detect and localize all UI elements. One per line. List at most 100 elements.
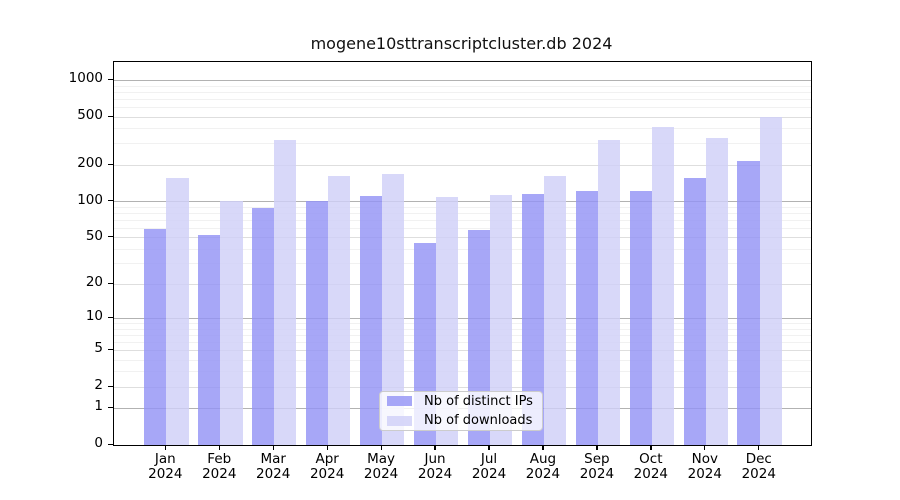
bar-distinct-ips: [359, 196, 383, 445]
x-tick-label: Apr 2024: [309, 451, 345, 482]
bar-downloads: [166, 178, 189, 445]
y-tick-mark: [107, 236, 113, 238]
y-tick-label: 200: [77, 155, 103, 172]
grid-line: [114, 349, 811, 351]
x-tick-mark: [218, 445, 220, 450]
y-tick-label: 20: [85, 274, 103, 291]
y-tick-mark: [107, 348, 113, 351]
grid-line: [114, 116, 811, 118]
downloads-swatch-icon: [387, 415, 412, 426]
x-tick-label: Oct 2024: [633, 451, 669, 482]
grid-line: [114, 227, 811, 229]
y-tick-label: 100: [77, 191, 103, 208]
x-tick-label: Nov 2024: [687, 451, 722, 482]
grid-line: [114, 263, 811, 265]
y-tick-mark: [107, 78, 113, 81]
bar-downloads: [382, 173, 405, 445]
x-tick-mark: [488, 445, 490, 450]
x-tick-label: Jul 2024: [471, 451, 507, 482]
grid-line: [114, 206, 811, 208]
x-tick-label: Jan 2024: [148, 451, 183, 482]
x-tick-label: May 2024: [363, 451, 399, 482]
bar-distinct-ips: [144, 229, 167, 445]
y-tick-mark: [107, 282, 113, 285]
grid-line: [114, 201, 811, 202]
x-tick-mark: [758, 445, 760, 450]
grid-line: [114, 237, 811, 239]
legend-entry-downloads: Nb of downloads: [380, 413, 542, 430]
bar-distinct-ips: [683, 178, 706, 445]
legend-label-downloads: Nb of downloads: [424, 413, 533, 429]
x-tick-mark: [434, 445, 436, 450]
bar-downloads: [490, 195, 513, 445]
x-tick-mark: [326, 445, 328, 450]
grid-line: [114, 106, 811, 108]
bar-distinct-ips: [251, 207, 275, 445]
x-tick-mark: [542, 445, 544, 450]
grid-line: [114, 98, 811, 100]
grid-line: [114, 91, 811, 93]
grid-line: [114, 143, 811, 145]
grid-line: [114, 85, 811, 87]
y-tick-label: 50: [85, 227, 103, 244]
x-tick-label: Aug 2024: [525, 451, 561, 482]
x-tick-label: Dec 2024: [741, 451, 776, 482]
bar-distinct-ips: [737, 160, 760, 445]
bar-distinct-ips: [197, 235, 221, 445]
bar-downloads: [651, 126, 675, 445]
bar-downloads: [274, 140, 297, 445]
y-tick-mark: [107, 200, 113, 202]
grid-line: [114, 248, 811, 250]
grid-line: [114, 128, 811, 130]
bar-downloads: [436, 197, 459, 445]
x-tick-label: Jun 2024: [417, 451, 453, 482]
legend-label-ips: Nb of distinct IPs: [424, 393, 533, 409]
bar-downloads: [597, 140, 621, 445]
y-tick-label: 500: [77, 107, 103, 123]
grid-line: [114, 371, 811, 373]
chart-title: mogene10sttranscriptcluster.db 2024: [310, 34, 613, 53]
y-tick-mark: [107, 115, 113, 117]
bar-distinct-ips: [575, 191, 598, 445]
grid-line: [114, 359, 811, 361]
y-tick-label: 1000: [68, 70, 103, 87]
grid-line: [114, 386, 811, 388]
x-tick-label: Sep 2024: [579, 451, 615, 482]
bar-distinct-ips: [629, 190, 652, 445]
legend-entry-ips: Nb of distinct IPs: [380, 393, 542, 410]
grid-line: [114, 79, 811, 81]
bar-distinct-ips: [521, 193, 544, 445]
x-tick-label: Mar 2024: [256, 451, 291, 482]
x-tick-mark: [650, 445, 652, 450]
y-tick-mark: [107, 316, 113, 319]
y-tick-mark: [107, 443, 113, 445]
y-tick-label: 5: [94, 340, 103, 357]
bar-downloads: [705, 138, 729, 445]
x-tick-mark: [380, 445, 382, 450]
grid-line: [114, 323, 811, 325]
x-tick-mark: [596, 445, 598, 450]
bar-downloads: [759, 116, 783, 445]
bar-downloads: [220, 201, 243, 445]
x-tick-mark: [272, 445, 274, 450]
bar-downloads: [328, 176, 351, 445]
plot-area: [113, 61, 812, 446]
grid-line: [114, 219, 811, 221]
y-tick-label: 0: [94, 435, 103, 451]
bar-distinct-ips: [305, 201, 329, 445]
grid-line: [114, 164, 811, 166]
x-tick-mark: [164, 445, 166, 450]
y-tick-label: 1: [94, 398, 103, 415]
y-tick-mark: [107, 163, 113, 165]
y-tick-mark: [107, 385, 113, 387]
grid-line: [114, 212, 811, 214]
legend: Nb of distinct IPs Nb of downloads: [379, 391, 543, 431]
y-tick-mark: [107, 406, 113, 409]
ips-swatch-icon: [387, 396, 412, 407]
grid-line: [114, 328, 811, 330]
grid-line: [114, 334, 811, 336]
x-tick-mark: [704, 445, 706, 450]
y-tick-label: 2: [94, 377, 103, 394]
grid-line: [114, 283, 811, 285]
